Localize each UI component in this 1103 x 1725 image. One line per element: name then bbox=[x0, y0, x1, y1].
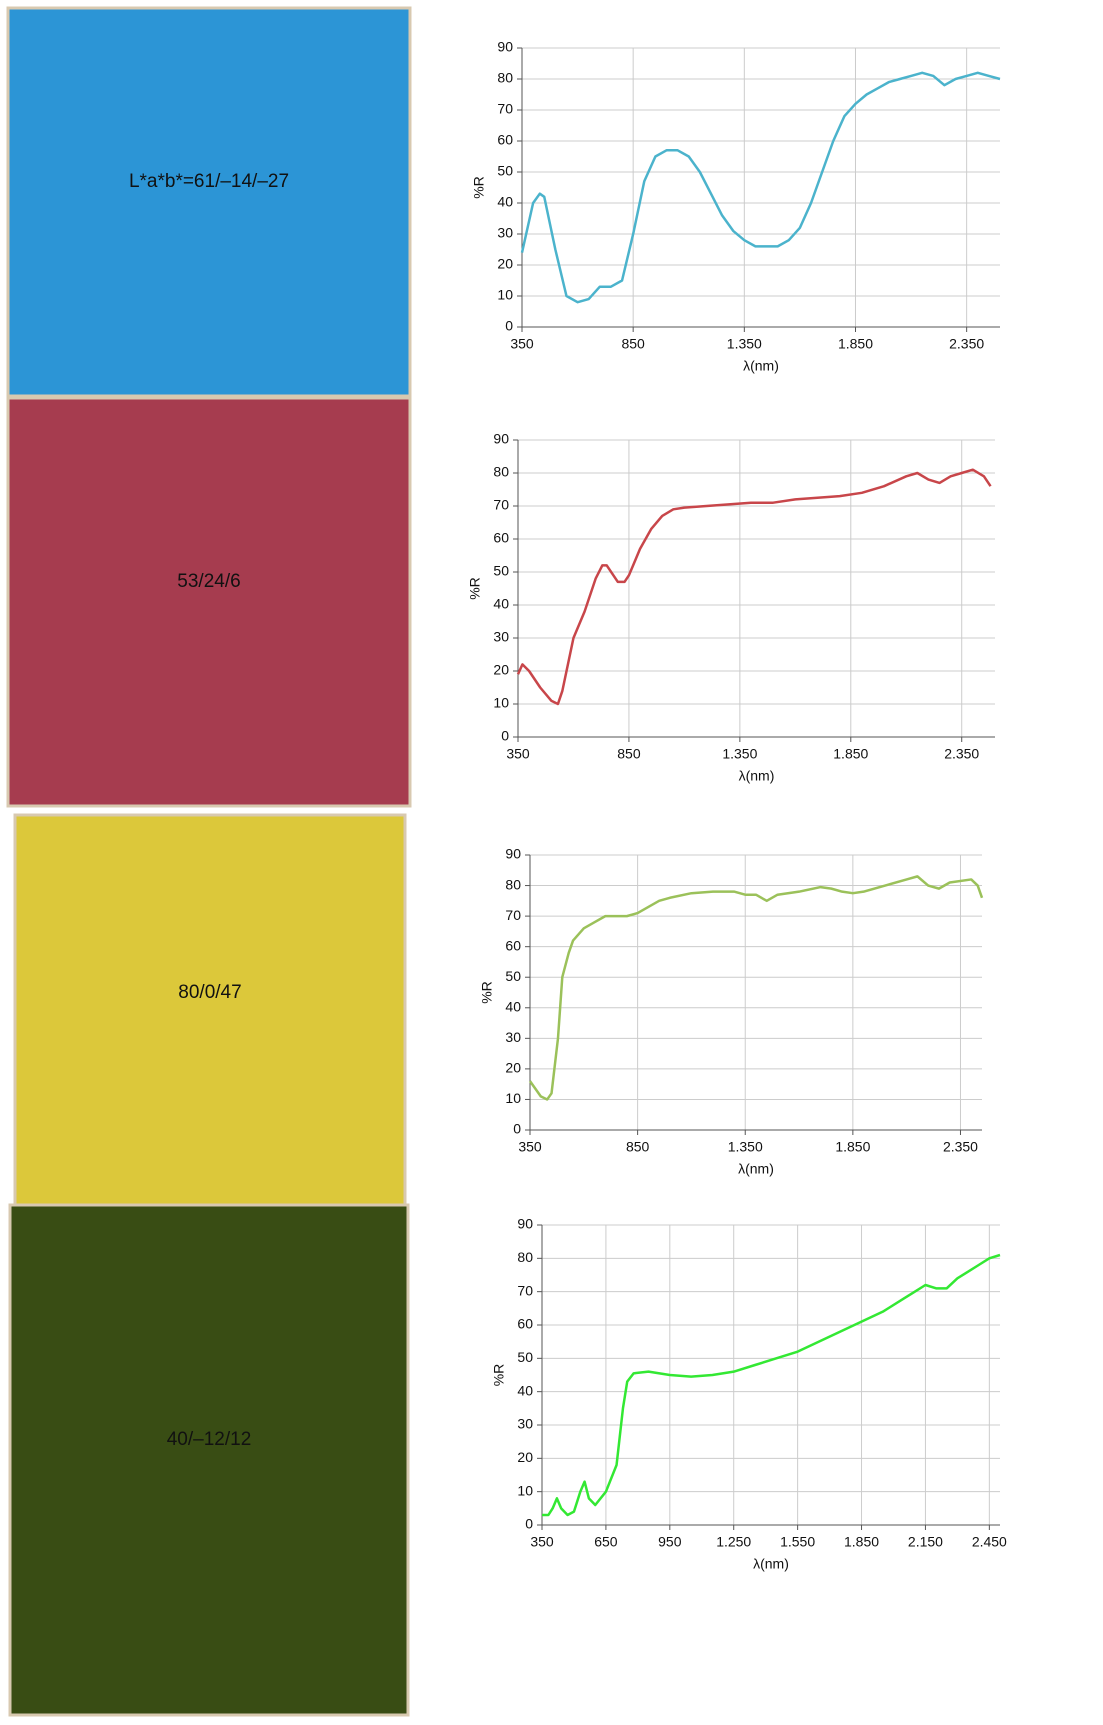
color-tile bbox=[6, 6, 412, 398]
x-tick-label: 2.350 bbox=[944, 746, 979, 762]
y-tick-label: 50 bbox=[505, 968, 521, 984]
y-tick-label: 50 bbox=[493, 563, 509, 579]
y-axis-title: %R bbox=[479, 981, 495, 1004]
y-tick-label: 70 bbox=[517, 1282, 533, 1298]
x-tick-label: 650 bbox=[594, 1534, 618, 1550]
y-tick-label: 40 bbox=[497, 194, 513, 210]
y-tick-label: 60 bbox=[493, 530, 509, 546]
x-axis-title: λ(nm) bbox=[739, 768, 775, 784]
x-tick-label: 1.250 bbox=[716, 1534, 751, 1550]
y-tick-label: 90 bbox=[497, 39, 513, 55]
color-tile bbox=[8, 1203, 410, 1717]
y-tick-label: 90 bbox=[505, 846, 521, 862]
data-line bbox=[520, 71, 1001, 304]
y-axis-title: %R bbox=[491, 1364, 507, 1387]
y-tick-label: 80 bbox=[517, 1249, 533, 1265]
y-tick-label: 10 bbox=[505, 1090, 521, 1106]
y-tick-label: 30 bbox=[517, 1416, 533, 1432]
y-tick-label: 80 bbox=[497, 70, 513, 86]
y-tick-label: 0 bbox=[501, 728, 509, 744]
y-tick-label: 10 bbox=[497, 287, 513, 303]
x-tick-label: 1.550 bbox=[780, 1534, 815, 1550]
y-axis-title: %R bbox=[471, 176, 487, 199]
y-tick-label: 60 bbox=[497, 132, 513, 148]
y-tick-label: 0 bbox=[505, 318, 513, 334]
tile-label: 40/–12/12 bbox=[167, 1429, 252, 1450]
x-tick-label: 1.850 bbox=[835, 1139, 870, 1155]
y-tick-label: 30 bbox=[493, 629, 509, 645]
tile-label: 53/24/6 bbox=[177, 571, 240, 592]
x-axis-title: λ(nm) bbox=[743, 358, 779, 374]
x-tick-label: 1.350 bbox=[722, 746, 757, 762]
x-tick-label: 1.350 bbox=[727, 336, 762, 352]
x-axis-title: λ(nm) bbox=[753, 1556, 789, 1572]
x-tick-label: 2.150 bbox=[908, 1534, 943, 1550]
y-tick-label: 20 bbox=[517, 1449, 533, 1465]
x-tick-label: 1.850 bbox=[838, 336, 873, 352]
color-tile bbox=[13, 813, 407, 1213]
y-tick-label: 50 bbox=[497, 163, 513, 179]
x-tick-label: 350 bbox=[506, 746, 530, 762]
y-tick-label: 0 bbox=[525, 1516, 533, 1532]
y-tick-label: 20 bbox=[493, 662, 509, 678]
color-tile bbox=[6, 396, 412, 808]
y-tick-label: 60 bbox=[517, 1316, 533, 1332]
y-tick-label: 40 bbox=[493, 596, 509, 612]
y-axis-title: %R bbox=[467, 577, 483, 600]
x-axis-title: λ(nm) bbox=[738, 1161, 774, 1177]
y-tick-label: 80 bbox=[493, 464, 509, 480]
y-tick-label: 70 bbox=[505, 907, 521, 923]
x-tick-label: 2.450 bbox=[972, 1534, 1007, 1550]
y-tick-label: 60 bbox=[505, 937, 521, 953]
y-tick-label: 10 bbox=[517, 1482, 533, 1498]
y-tick-label: 90 bbox=[493, 431, 509, 447]
y-tick-label: 40 bbox=[517, 1382, 533, 1398]
x-tick-label: 850 bbox=[626, 1139, 650, 1155]
y-tick-label: 20 bbox=[505, 1060, 521, 1076]
y-tick-label: 50 bbox=[517, 1349, 533, 1365]
data-line bbox=[516, 468, 992, 706]
x-tick-label: 1.850 bbox=[844, 1534, 879, 1550]
x-tick-label: 2.350 bbox=[943, 1139, 978, 1155]
x-tick-label: 850 bbox=[621, 336, 645, 352]
tile-label: L*a*b*=61/–14/–27 bbox=[129, 171, 289, 192]
y-tick-label: 90 bbox=[517, 1216, 533, 1232]
x-tick-label: 2.350 bbox=[949, 336, 984, 352]
x-tick-label: 850 bbox=[617, 746, 641, 762]
x-tick-label: 350 bbox=[510, 336, 534, 352]
x-tick-label: 950 bbox=[658, 1534, 682, 1550]
y-tick-label: 0 bbox=[513, 1121, 521, 1137]
y-tick-label: 70 bbox=[493, 497, 509, 513]
y-tick-label: 30 bbox=[505, 1029, 521, 1045]
x-tick-label: 350 bbox=[518, 1139, 542, 1155]
data-line bbox=[528, 875, 984, 1101]
y-tick-label: 20 bbox=[497, 256, 513, 272]
y-tick-label: 30 bbox=[497, 225, 513, 241]
y-tick-label: 10 bbox=[493, 695, 509, 711]
y-tick-label: 80 bbox=[505, 876, 521, 892]
x-tick-label: 1.350 bbox=[728, 1139, 763, 1155]
x-tick-label: 350 bbox=[530, 1534, 554, 1550]
tile-label: 80/0/47 bbox=[178, 982, 241, 1003]
data-line bbox=[542, 1253, 1001, 1517]
y-tick-label: 40 bbox=[505, 998, 521, 1014]
y-tick-label: 70 bbox=[497, 101, 513, 117]
x-tick-label: 1.850 bbox=[833, 746, 868, 762]
